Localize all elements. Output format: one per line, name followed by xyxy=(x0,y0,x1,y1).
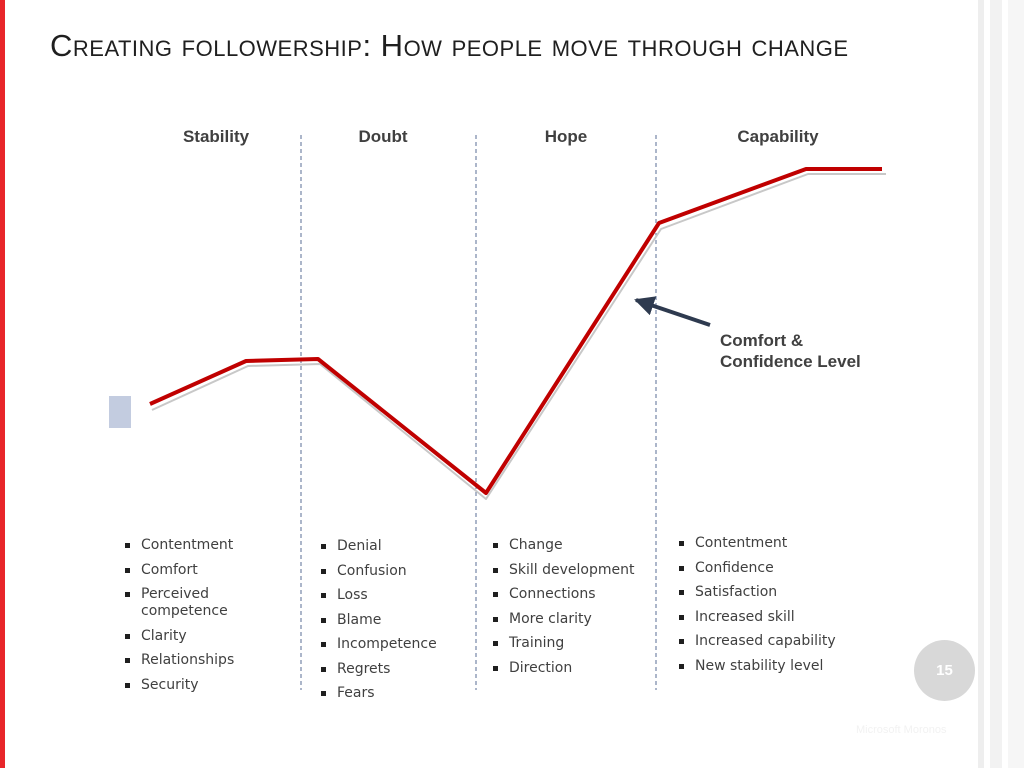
phase-header-stability: Stability xyxy=(182,127,250,146)
list-item: Incompetence xyxy=(319,636,469,653)
list-item: More clarity xyxy=(491,611,651,628)
list-item: Satisfaction xyxy=(677,584,877,601)
list-item: Regrets xyxy=(319,661,469,678)
list-item: Loss xyxy=(319,587,469,604)
curve-start-marker xyxy=(109,396,131,428)
pointer-arrow xyxy=(634,296,711,327)
hope-list: Change Skill development Connections Mor… xyxy=(491,537,651,684)
list-item: Training xyxy=(491,635,651,652)
page-number-badge: 15 xyxy=(914,640,975,701)
footer-text: Microsoft Moronos xyxy=(856,724,947,736)
right-border-stripe xyxy=(990,0,1002,768)
list-item: Increased capability xyxy=(677,633,877,650)
list-item: Perceived competence xyxy=(123,586,236,620)
comfort-confidence-curve xyxy=(149,167,882,495)
curve-label-line-1: Comfort & xyxy=(720,331,804,350)
list-item: Increased skill xyxy=(677,609,877,626)
list-item: Clarity xyxy=(123,628,283,645)
list-item: Confusion xyxy=(319,563,469,580)
list-item: Skill development xyxy=(491,562,651,579)
list-item: Fears xyxy=(319,685,469,702)
list-item: Change xyxy=(491,537,651,554)
doubt-list: Denial Confusion Loss Blame Incompetence… xyxy=(319,538,469,710)
right-border-stripe xyxy=(1008,0,1024,768)
phase-header-capability: Capability xyxy=(737,127,819,146)
left-accent-bar xyxy=(0,0,5,768)
list-item: Relationships xyxy=(123,652,283,669)
curve-label: Comfort & Confidence Level xyxy=(720,330,861,372)
list-item: Comfort xyxy=(123,562,283,579)
phase-header-hope: Hope xyxy=(544,127,588,146)
list-item: Direction xyxy=(491,660,651,677)
list-item: Blame xyxy=(319,612,469,629)
phase-header-doubt: Doubt xyxy=(358,127,408,146)
list-item: Security xyxy=(123,677,283,694)
list-item: Connections xyxy=(491,586,651,603)
list-item: Contentment xyxy=(677,535,877,552)
curve-label-line-2: Confidence Level xyxy=(720,352,861,371)
capability-list: Contentment Confidence Satisfaction Incr… xyxy=(677,535,877,682)
comfort-curve-shadow xyxy=(151,173,886,500)
list-item: Contentment xyxy=(123,537,283,554)
right-border-stripe xyxy=(978,0,984,768)
list-item: Denial xyxy=(319,538,469,555)
slide-title: Creating followership: How people move t… xyxy=(50,28,849,63)
list-item: Confidence xyxy=(677,560,877,577)
list-item: New stability level xyxy=(677,658,877,675)
stability-list: Contentment Comfort Perceived competence… xyxy=(123,537,283,701)
